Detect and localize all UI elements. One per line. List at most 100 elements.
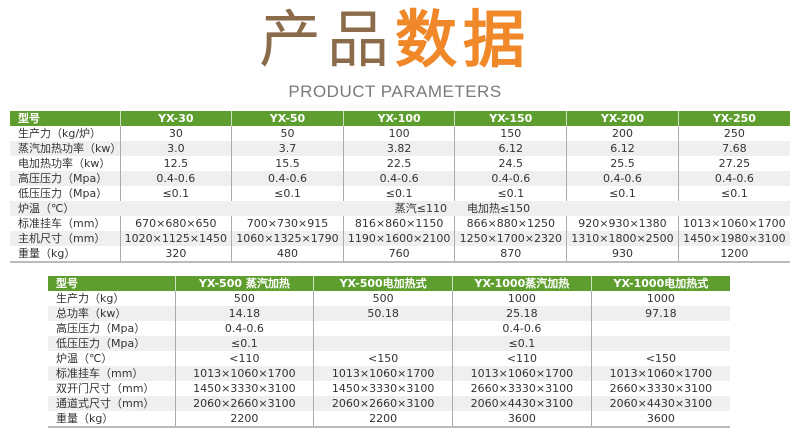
column-header: YX-100 — [342, 111, 455, 126]
table-cell: 1450×1980×3100 — [677, 231, 790, 246]
column-header-model: 型号 — [48, 276, 175, 291]
row-label: 低压压力（Mpa） — [48, 336, 175, 351]
table-row: 通道式尺寸（mm） 2060×2660×3100 2060×2660×3100 206… — [48, 396, 730, 411]
row-label: 电加热功率（kw） — [18, 157, 111, 170]
table-row: 双开门尺寸（mm） 1450×3330×3100 1450×3330×3100 266… — [48, 381, 730, 396]
table-cell: ≤0.1 — [454, 186, 567, 201]
table-cell: 6.12 — [454, 141, 567, 156]
table-cell: 3600 — [452, 411, 592, 428]
row-label: 标准挂车（mm） — [48, 366, 175, 381]
table-cell: 0.4-0.6 — [454, 171, 567, 186]
table-cell: 电加热≤150 — [454, 201, 567, 216]
table-cell: 1310×1800×2500 — [566, 231, 679, 246]
row-label: 主机尺寸（mm） — [10, 231, 120, 246]
table-row: 高压压力（Mpa） 0.4-0.6 0.4-0.6 0.4-0.6 0.4-0.6 0.4… — [10, 171, 790, 186]
table-cell: 3.7 — [231, 141, 344, 156]
table-cell: 25.18 — [452, 306, 592, 321]
column-header: YX-500 蒸汽加热 — [174, 276, 314, 291]
header-row: 型号 YX-500 蒸汽加热 YX-500电加热式 YX-1000蒸汽加热 YX-100… — [48, 276, 730, 291]
table-cell: ≤0.1 — [566, 186, 679, 201]
table-cell: 14.18 — [174, 306, 314, 321]
table-row: 炉温（℃） <110 <150 <110 <150 — [48, 351, 730, 366]
table-cell: 320 — [119, 246, 232, 263]
table-cell: 3600 — [590, 411, 730, 428]
column-header: YX-50 — [231, 111, 344, 126]
column-header: YX-200 — [566, 111, 679, 126]
row-label: 低压压力（Mpa） — [18, 187, 108, 200]
table-cell: 0.4-0.6 — [231, 171, 344, 186]
table-cell: 1190×1600×2100 — [342, 231, 455, 246]
table-cell: 3.0 — [119, 141, 232, 156]
table-cell: ≤0.1 — [677, 186, 790, 201]
row-label: 高压压力（Mpa） — [10, 171, 120, 186]
table-cell: 1000 — [452, 291, 592, 306]
table-cell — [590, 321, 730, 336]
table-cell: 100 — [342, 126, 455, 141]
table-cell: 1000 — [590, 291, 730, 306]
table-cell: 1020×1125×1450 — [119, 231, 232, 246]
table-cell: ≤0.1 — [342, 186, 455, 201]
table-cell: 2060×2660×3100 — [174, 396, 314, 411]
table-cell: 0.4-0.6 — [119, 171, 232, 186]
table-row: 电加热功率（kw） 12.5 15.5 22.5 24.5 25.5 27.25 — [10, 156, 790, 171]
table-cell — [231, 201, 344, 216]
table-cell: ≤0.1 — [174, 336, 314, 351]
table-cell: 1450×3330×3100 — [313, 381, 453, 396]
row-label: 蒸汽加热功率（kw） — [10, 141, 120, 156]
table-cell: <110 — [452, 351, 592, 366]
table-row: 生产力（kg/炉） 30 50 100 150 200 250 — [10, 126, 790, 141]
table-row: 高压压力（Mpa） 0.4-0.6 0.4-0.6 — [48, 321, 730, 336]
table-cell: 2060×2660×3100 — [313, 396, 453, 411]
table-cell: 1013×1060×1700 — [590, 366, 730, 381]
table-cell: 2660×3330×3100 — [452, 381, 592, 396]
table-row: 重量（kg） 320 480 760 870 930 1200 — [10, 246, 790, 263]
row-label: 通道式尺寸（mm） — [48, 396, 175, 411]
table-row: 标准挂车（mm） 1013×1060×1700 1013×1060×1700 1013… — [48, 366, 730, 381]
table-cell: 866×880×1250 — [454, 216, 567, 231]
table-cell: 1013×1060×1700 — [313, 366, 453, 381]
table-cell: 250 — [677, 126, 790, 141]
row-label: 重量（kg） — [48, 411, 175, 428]
table-cell: 22.5 — [342, 156, 455, 171]
header-row: 型号 YX-30 YX-50 YX-100 YX-150 YX-200 YX-250 — [10, 111, 790, 126]
table-cell: 2660×3330×3100 — [590, 381, 730, 396]
table-cell: 1450×3330×3100 — [174, 381, 314, 396]
row-label: 生产力（kg） — [56, 292, 125, 305]
table-cell: 0.4-0.6 — [452, 321, 592, 336]
table-cell — [590, 336, 730, 351]
column-header: YX-1000蒸汽加热 — [452, 276, 592, 291]
table-cell: 0.4-0.6 — [174, 321, 314, 336]
table-cell: 760 — [342, 246, 455, 263]
table-cell: 0.4-0.6 — [566, 171, 679, 186]
table-cell: ≤0.1 — [452, 336, 592, 351]
table-cell — [566, 201, 679, 216]
column-header: YX-30 — [119, 111, 232, 126]
row-label: 双开门尺寸（mm） — [56, 382, 155, 395]
row-label: 高压压力（Mpa） — [56, 322, 146, 335]
table-row: 总功率（kw） 14.18 50.18 25.18 97.18 — [48, 306, 730, 321]
table-cell: 50.18 — [313, 306, 453, 321]
table-cell: <150 — [590, 351, 730, 366]
table-cell: 2060×4430×3100 — [452, 396, 592, 411]
table-row: 标准挂车（mm） 670×680×650 700×730×915 816×860×11… — [10, 216, 790, 231]
product-parameters-table-2: 型号 YX-500 蒸汽加热 YX-500电加热式 YX-1000蒸汽加热 YX-100… — [48, 276, 730, 428]
table-cell: <150 — [313, 351, 453, 366]
product-parameters-table-1: 型号 YX-30 YX-50 YX-100 YX-150 YX-200 YX-250 生产力（… — [10, 111, 790, 263]
table-cell: 7.68 — [677, 141, 790, 156]
table-cell: 2200 — [174, 411, 314, 428]
table-cell: 1060×1325×1790 — [231, 231, 344, 246]
row-label: 炉温（℃） — [56, 352, 113, 365]
table-cell: 480 — [231, 246, 344, 263]
table-cell: 27.25 — [677, 156, 790, 171]
table-row: 主机尺寸（mm） 1020×1125×1450 1060×1325×1790 1190… — [10, 231, 790, 246]
table-cell: ≤0.1 — [231, 186, 344, 201]
table-cell: 0.4-0.6 — [342, 171, 455, 186]
table-cell: 0.4-0.6 — [677, 171, 790, 186]
row-label: 总功率（kw） — [48, 306, 175, 321]
table-cell: 6.12 — [566, 141, 679, 156]
row-label: 生产力（kg/炉） — [18, 127, 102, 140]
table-cell: 25.5 — [566, 156, 679, 171]
table-cell: ≤0.1 — [119, 186, 232, 201]
table-cell: 700×730×915 — [231, 216, 344, 231]
column-header: YX-150 — [454, 111, 567, 126]
